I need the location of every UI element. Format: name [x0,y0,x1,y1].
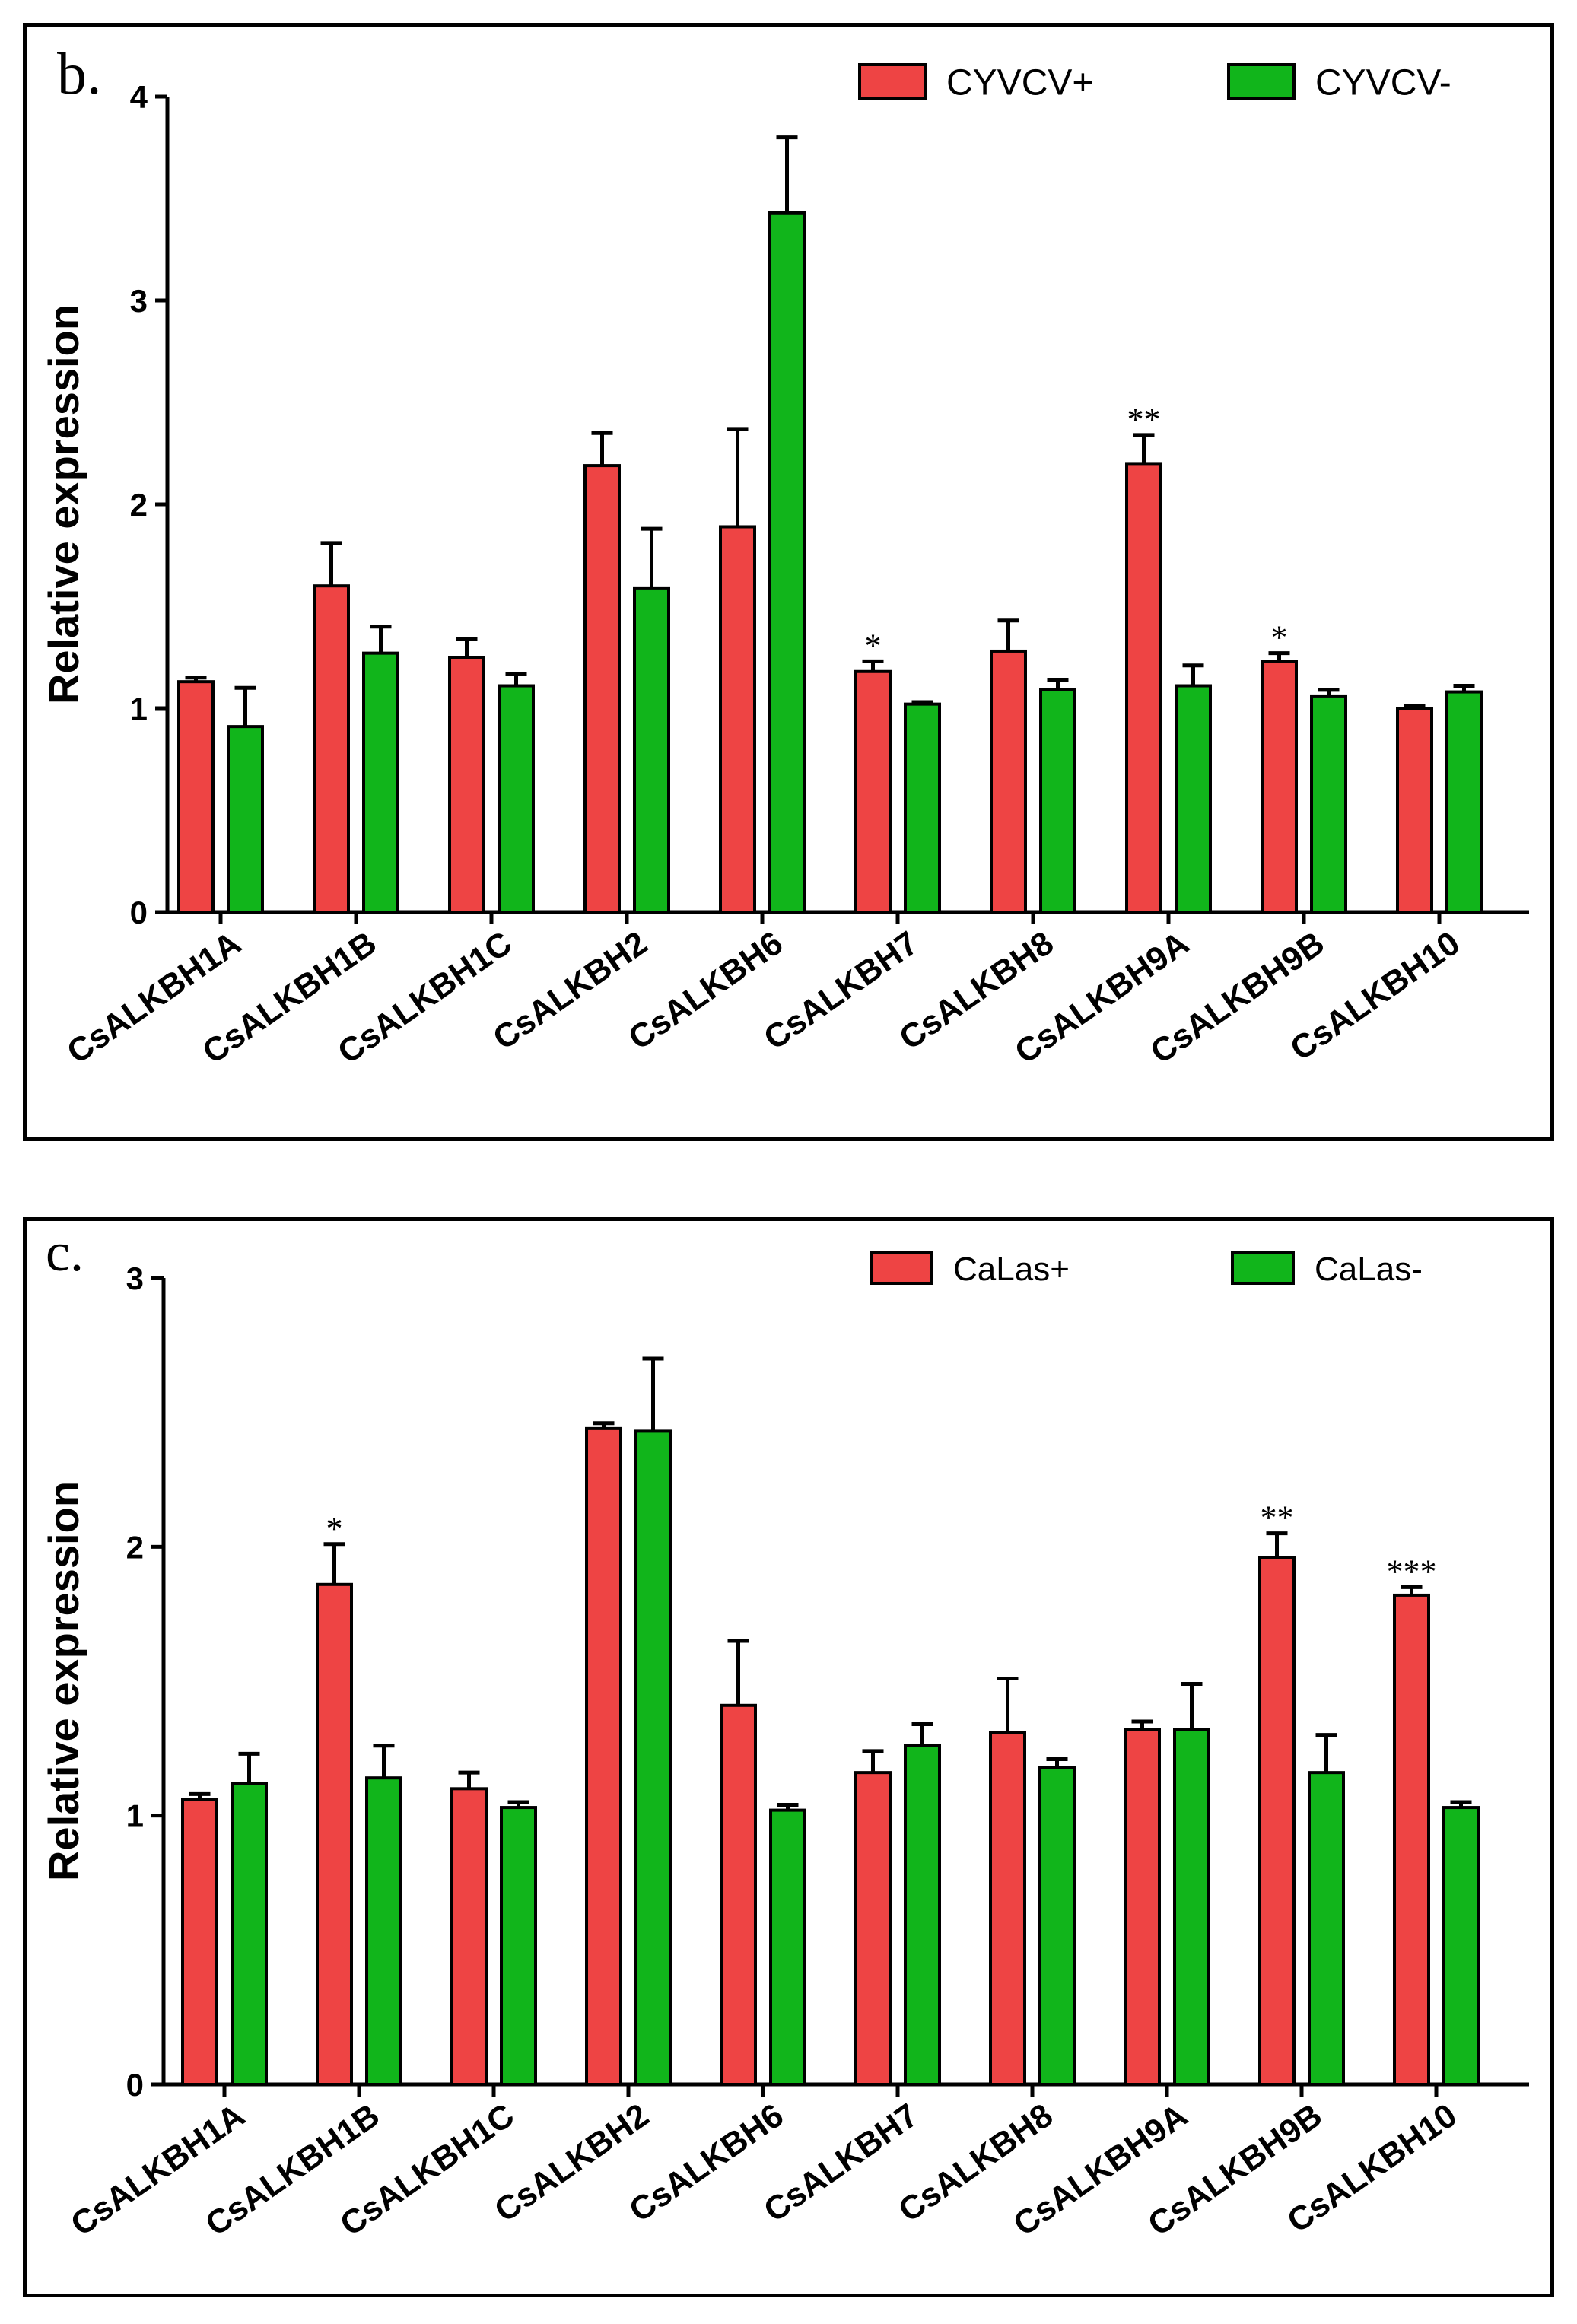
chart-panel-b: b. 0 1 2 3 4 Relative expression CsALKBH1A CsALK… [23,23,1554,1141]
legend-label: CYVCV- [1315,62,1451,103]
bar-negative [500,1806,537,2086]
bar-positive [448,656,485,914]
significance-marker: * [865,627,882,664]
bar-negative [904,702,941,914]
bar-positive [450,1787,488,2086]
legend-label: CaLas- [1315,1251,1423,1288]
legend-swatch [1231,1251,1295,1285]
significance-marker: *** [1387,1553,1437,1590]
significance-marker: * [326,1510,343,1547]
y-tick-label: 2 [126,1529,144,1565]
bar-positive [1258,1556,1296,2086]
bar-negative [365,1776,402,2086]
bar-negative [1039,688,1076,914]
bar-negative [1173,1728,1210,2086]
significance-marker: ** [1127,401,1161,438]
panel-letter: c. [46,1222,84,1283]
legend-swatch [870,1251,933,1285]
bar-negative [231,1782,268,2086]
bar-positive [854,1771,892,2087]
bar-negative [498,684,535,914]
bar-positive [1393,1593,1430,2086]
y-tick-label: 3 [126,1261,144,1296]
bar-positive [990,649,1027,914]
bar-positive [313,584,350,914]
significance-marker: * [1271,619,1288,657]
panel-letter: b. [57,40,102,107]
bar-negative [769,1808,806,2086]
y-tick-label: 1 [126,1798,144,1834]
bar-negative [1308,1771,1345,2087]
bar-negative [362,651,399,914]
bar-positive [316,1582,353,2086]
bar-positive [1125,462,1162,914]
bar-positive [989,1731,1026,2087]
bar-negative [1445,690,1483,914]
bar-positive [181,1798,218,2086]
y-axis-label: Relative expression [40,1481,87,1881]
bar-positive [1396,707,1433,914]
y-tick-label: 2 [130,487,148,523]
legend-label: CaLas+ [953,1251,1070,1288]
bar-negative [768,211,806,914]
bar-negative [227,725,264,914]
legend-swatch [858,63,927,100]
bar-positive [585,1426,622,2087]
bar-positive [854,669,892,914]
y-tick-label: 4 [130,79,148,115]
bar-positive [1124,1728,1161,2086]
legend-label: CYVCV+ [946,62,1093,103]
y-tick-label: 0 [126,2067,144,2103]
bar-negative [1038,1766,1076,2086]
bar-negative [633,586,670,914]
bar-negative [1175,684,1212,914]
bar-positive [583,464,621,914]
bar-negative [1310,694,1347,914]
significance-marker: ** [1261,1499,1294,1537]
bar-negative [904,1744,941,2086]
chart-panel-c: c. 0 1 2 3 Relative expression CsALKBH1A CsALKB… [23,1217,1554,2297]
y-tick-label: 0 [130,895,148,930]
y-axis-label: Relative expression [40,304,87,704]
y-tick-label: 3 [130,283,148,319]
y-tick-label: 1 [130,691,148,726]
bar-negative [634,1429,672,2086]
bar-positive [1261,660,1298,914]
bar-positive [177,680,215,914]
bar-positive [720,1703,757,2086]
bar-negative [1442,1806,1480,2086]
legend-swatch [1227,63,1296,100]
bar-positive [719,525,756,914]
